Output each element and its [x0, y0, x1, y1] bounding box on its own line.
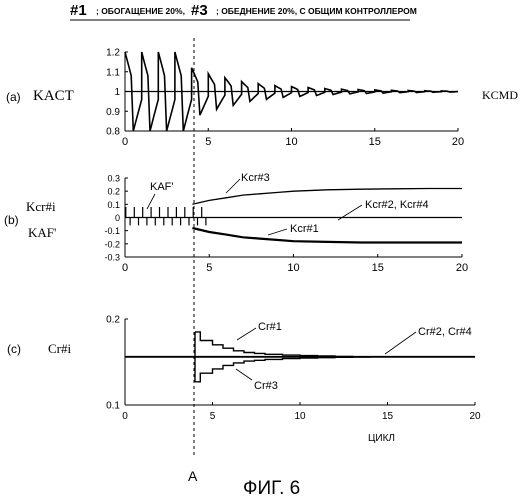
panel-c-cr24-label: Cr#2, Cr#4 — [418, 326, 472, 338]
a-y-tick-label: 1.2 — [106, 48, 120, 59]
panel-b-kcr1-leader — [268, 229, 287, 235]
a-y-tick-label: 1 — [114, 87, 120, 98]
b-y-tick-label: -0.3 — [104, 253, 120, 263]
header-text-2: ; ОБЕДНЕНИЕ 20%, С ОБЩИМ КОНТРОЛЛЕРОМ — [216, 6, 417, 16]
b-x-tick-label: 10 — [287, 262, 299, 274]
c-y-tick-label: 0.2 — [106, 315, 120, 326]
a-x-tick-label: 0 — [122, 136, 128, 148]
panel-b-kaf-label: KAF' — [150, 181, 174, 193]
a-x-tick-label: 20 — [452, 136, 464, 148]
header-text-1: ; ОБОГАЩЕНИЕ 20%, — [96, 6, 185, 16]
panel-a-ticks: 0 5 10 15 20 0.8 0.9 1 1.1 1.2 — [106, 48, 464, 149]
panel-c-cr3-leader — [236, 369, 252, 380]
panel-c-series — [125, 332, 475, 382]
panel-a: (a) KACT KCMD 0 5 10 15 20 0.8 0.9 1 1.1 1.2 — [6, 48, 518, 149]
a-y-tick-label: 0.9 — [106, 107, 120, 118]
c-y-tick-label: 0.1 — [106, 401, 120, 412]
header-tag-2: #3 — [191, 2, 208, 19]
panel-b-tag: (b) — [4, 213, 19, 227]
b-y-tick-label: 0 — [115, 213, 120, 223]
b-y-tick-label: -0.1 — [104, 226, 120, 236]
cr1-line — [195, 332, 370, 357]
b-y-tick-label: 0.2 — [107, 187, 120, 197]
b-y-tick-label: 0.1 — [107, 200, 120, 210]
b-y-tick-label: 0.3 — [107, 174, 120, 184]
cr3-line — [195, 357, 370, 382]
panel-c: (c) Cr#i 0 5 10 15 20 0.2 0.1 ЦИКЛ Cr#1 Cr#2, … — [7, 315, 481, 445]
panel-b: (b) Kcr#i KAF' 0 5 10 15 20 0.3 0.2 0.1 0 -0.1 -0.… — [4, 172, 468, 274]
b-x-tick-label: 0 — [122, 262, 128, 274]
panel-c-ylabel: Cr#i — [48, 341, 72, 356]
panel-c-cr3-label: Cr#3 — [254, 380, 278, 392]
a-y-tick-label: 1.1 — [106, 67, 120, 78]
kcr1-line — [192, 228, 462, 243]
marker-label: A — [188, 468, 198, 484]
panel-b-kcr3-label: Kcr#3 — [241, 172, 270, 184]
b-y-tick-label: -0.2 — [104, 239, 120, 249]
c-x-tick-label: 5 — [210, 411, 216, 422]
panel-c-xlabel: ЦИКЛ — [368, 433, 395, 444]
c-x-tick-label: 10 — [294, 411, 306, 422]
panel-b-kcr3-leader — [226, 179, 240, 193]
panel-b-ylabel: Kcr#i — [26, 199, 56, 214]
c-x-tick-label: 0 — [122, 411, 128, 422]
panel-a-series — [125, 52, 458, 131]
b-x-tick-label: 15 — [372, 262, 384, 274]
panel-a-tag: (a) — [6, 90, 21, 104]
panel-b-kaf-leader — [147, 194, 155, 209]
panel-c-tag: (c) — [7, 342, 21, 356]
panel-a-kcmd-label: KCMD — [482, 88, 518, 102]
c-x-tick-label: 15 — [382, 411, 394, 422]
panel-c-cr1-leader — [237, 328, 256, 340]
a-x-tick-label: 10 — [285, 136, 297, 148]
panel-a-ylabel: KACT — [33, 88, 74, 104]
b-x-tick-label: 5 — [206, 262, 212, 274]
a-y-tick-label: 0.8 — [106, 127, 120, 138]
header-tag-1: #1 — [70, 2, 87, 19]
panel-c-cr24-leader — [385, 332, 416, 354]
panel-b-kcr1-label: Kcr#1 — [290, 223, 319, 235]
b-x-tick-label: 20 — [456, 262, 468, 274]
a-x-tick-label: 5 — [205, 136, 211, 148]
panel-b-kcr24-label: Kcr#2, Kcr#4 — [365, 199, 429, 211]
panel-b-ylabel-2: KAF' — [28, 225, 56, 240]
figure-label: ФИГ. 6 — [243, 478, 300, 499]
c-x-tick-label: 20 — [469, 411, 481, 422]
a-x-tick-label: 15 — [369, 136, 381, 148]
panel-c-cr1-label: Cr#1 — [258, 321, 282, 333]
